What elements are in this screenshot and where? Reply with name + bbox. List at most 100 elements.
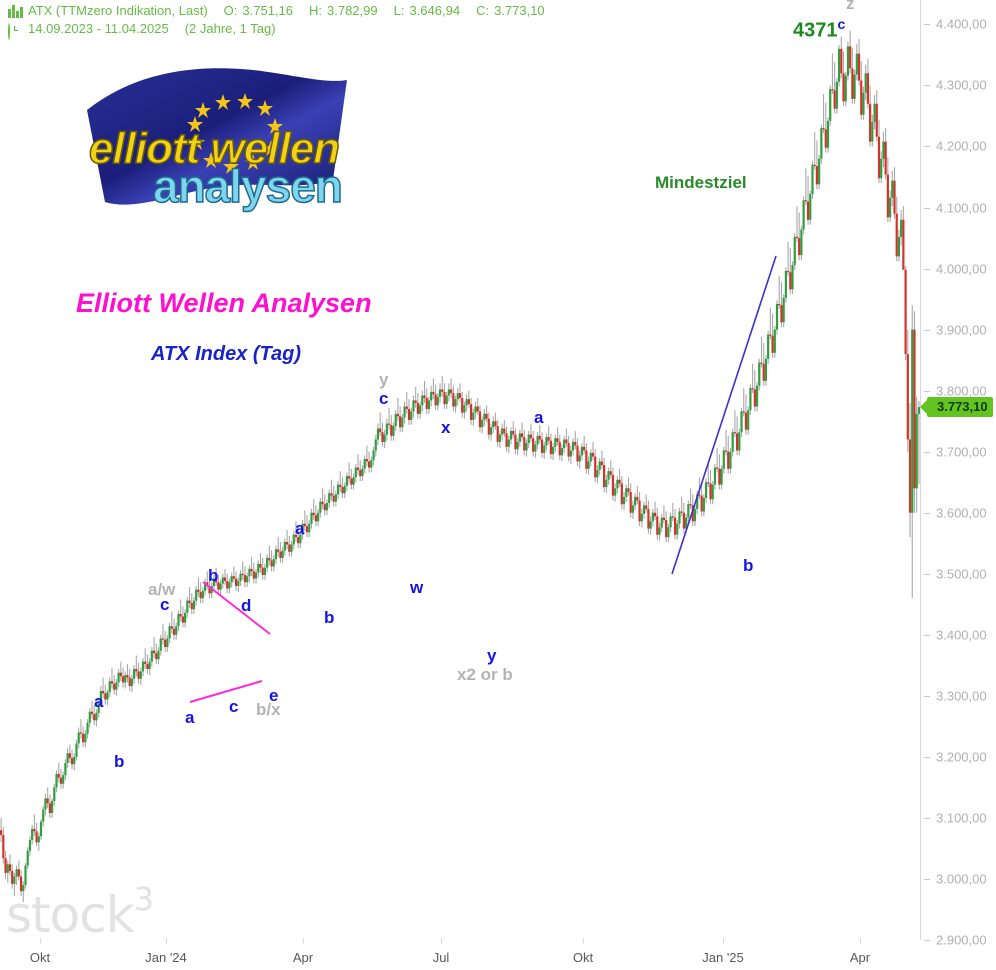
wave-label-c-top[interactable]: c <box>379 389 389 408</box>
candle-body <box>321 501 324 505</box>
price-plot-area[interactable] <box>0 0 920 940</box>
candle-body <box>352 477 355 485</box>
candle-body <box>755 385 759 407</box>
wave-label-b-diag[interactable]: b <box>208 566 219 585</box>
candle-body <box>115 682 118 690</box>
trendline-blue-impulse[interactable] <box>671 255 777 575</box>
candle-body <box>906 354 909 440</box>
wave-label-a-left2[interactable]: a <box>295 519 305 538</box>
wave-label-b-left2[interactable]: b <box>324 608 335 627</box>
candle-body <box>536 435 539 445</box>
candle-body <box>421 395 424 406</box>
wave-label-x[interactable]: x <box>441 418 451 437</box>
y-axis-tick <box>924 451 930 453</box>
candle-body <box>283 542 286 551</box>
annotation-target-4371[interactable]: 4371c <box>793 16 846 42</box>
wave-label-w[interactable]: w <box>410 578 424 597</box>
candle-body <box>636 496 639 501</box>
wave-label-c-tri[interactable]: c <box>229 697 239 716</box>
x-axis-tick <box>583 938 584 944</box>
x-axis-label: Jan '24 <box>145 950 187 965</box>
candle-body <box>775 303 779 330</box>
candle-body <box>226 581 229 589</box>
wave-label-a-tri[interactable]: a <box>185 708 195 727</box>
bar-chart-icon <box>8 4 23 18</box>
candle-body <box>15 869 18 877</box>
candle-body <box>720 468 723 485</box>
date-range[interactable]: 14.09.2023 - 11.04.2025 <box>28 21 169 36</box>
chart-header: ATX (TTMzero Indikation, Last) O: 3.751,… <box>8 2 545 40</box>
y-axis-label: 3.200,00 <box>936 749 987 765</box>
trendline-magenta-upper[interactable] <box>202 581 271 635</box>
wave-label-x2-or-b[interactable]: x2 or b <box>457 665 513 684</box>
candle-body <box>285 542 289 545</box>
x-axis-tick <box>723 938 724 944</box>
candle-body <box>368 461 371 468</box>
candlestick-series <box>0 30 920 903</box>
candle-body <box>678 511 681 524</box>
candle-body <box>126 675 129 678</box>
wave-label-d[interactable]: d <box>241 596 252 615</box>
candle-body <box>520 433 524 438</box>
candle-body <box>164 639 167 648</box>
candle-body <box>478 411 482 428</box>
candle-body <box>277 549 280 552</box>
candle-body <box>387 423 391 425</box>
candle-body <box>124 675 127 683</box>
wave-label-e[interactable]: e <box>269 686 279 705</box>
annotation-mindestziel[interactable]: Mindestziel <box>655 173 747 192</box>
candle-body <box>177 614 180 627</box>
candle-body <box>348 476 351 479</box>
candle-body <box>795 236 799 239</box>
candle-body <box>270 560 273 567</box>
candle-body <box>724 450 728 452</box>
candle-body <box>62 775 65 784</box>
wave-label-a-mid[interactable]: a <box>534 408 544 427</box>
candle-body <box>857 53 861 81</box>
wave-label-a-w[interactable]: a/w <box>148 580 176 599</box>
eu-flag-graphic <box>87 68 347 205</box>
close-value: 3.773,10 <box>494 3 545 18</box>
candle-body <box>818 158 821 185</box>
candle-body <box>596 470 599 478</box>
candle-body <box>26 850 29 866</box>
instrument-name[interactable]: ATX (TTMzero Indikation, Last) <box>28 3 208 18</box>
high-value: 3.782,99 <box>327 3 378 18</box>
candle-body <box>760 362 763 364</box>
candle-body <box>802 200 805 230</box>
candle-body <box>583 446 586 451</box>
candle-body <box>565 439 568 444</box>
wave-label-c-left[interactable]: c <box>160 595 170 614</box>
candle-body <box>86 722 89 734</box>
trendline-magenta-lower[interactable] <box>189 680 263 703</box>
candle-body <box>137 671 140 679</box>
candle-body <box>266 557 269 568</box>
candle-body <box>461 397 464 413</box>
candle-body <box>19 876 23 892</box>
candle-body <box>516 441 519 450</box>
interval-label[interactable]: (2 Jahre, 1 Tag) <box>184 21 276 36</box>
candle-body <box>161 638 165 640</box>
candle-body <box>523 437 526 451</box>
candle-body <box>416 402 419 414</box>
wave-label-y-blue[interactable]: y <box>487 646 497 665</box>
candle-body <box>563 439 566 449</box>
candle-body <box>767 334 770 359</box>
candle-body <box>372 450 375 461</box>
candle-body <box>146 664 149 669</box>
wave-label-b-far-left[interactable]: b <box>114 752 125 771</box>
candle-body <box>299 534 302 544</box>
wave-label-a-far-left[interactable]: a <box>94 692 104 711</box>
candle-body <box>101 690 105 694</box>
candle-body <box>574 441 577 446</box>
wave-label-b-x[interactable]: b/x <box>256 700 281 719</box>
wave-label-z[interactable]: z <box>846 0 855 13</box>
wave-label-y-gray[interactable]: y <box>379 370 389 389</box>
candle-body <box>702 498 705 512</box>
wave-label-b-right[interactable]: b <box>743 556 754 575</box>
candle-body <box>780 305 783 323</box>
x-axis-label: Okt <box>29 950 51 965</box>
candle-body <box>70 758 74 765</box>
candle-body <box>66 753 69 763</box>
candle-body <box>512 430 515 435</box>
